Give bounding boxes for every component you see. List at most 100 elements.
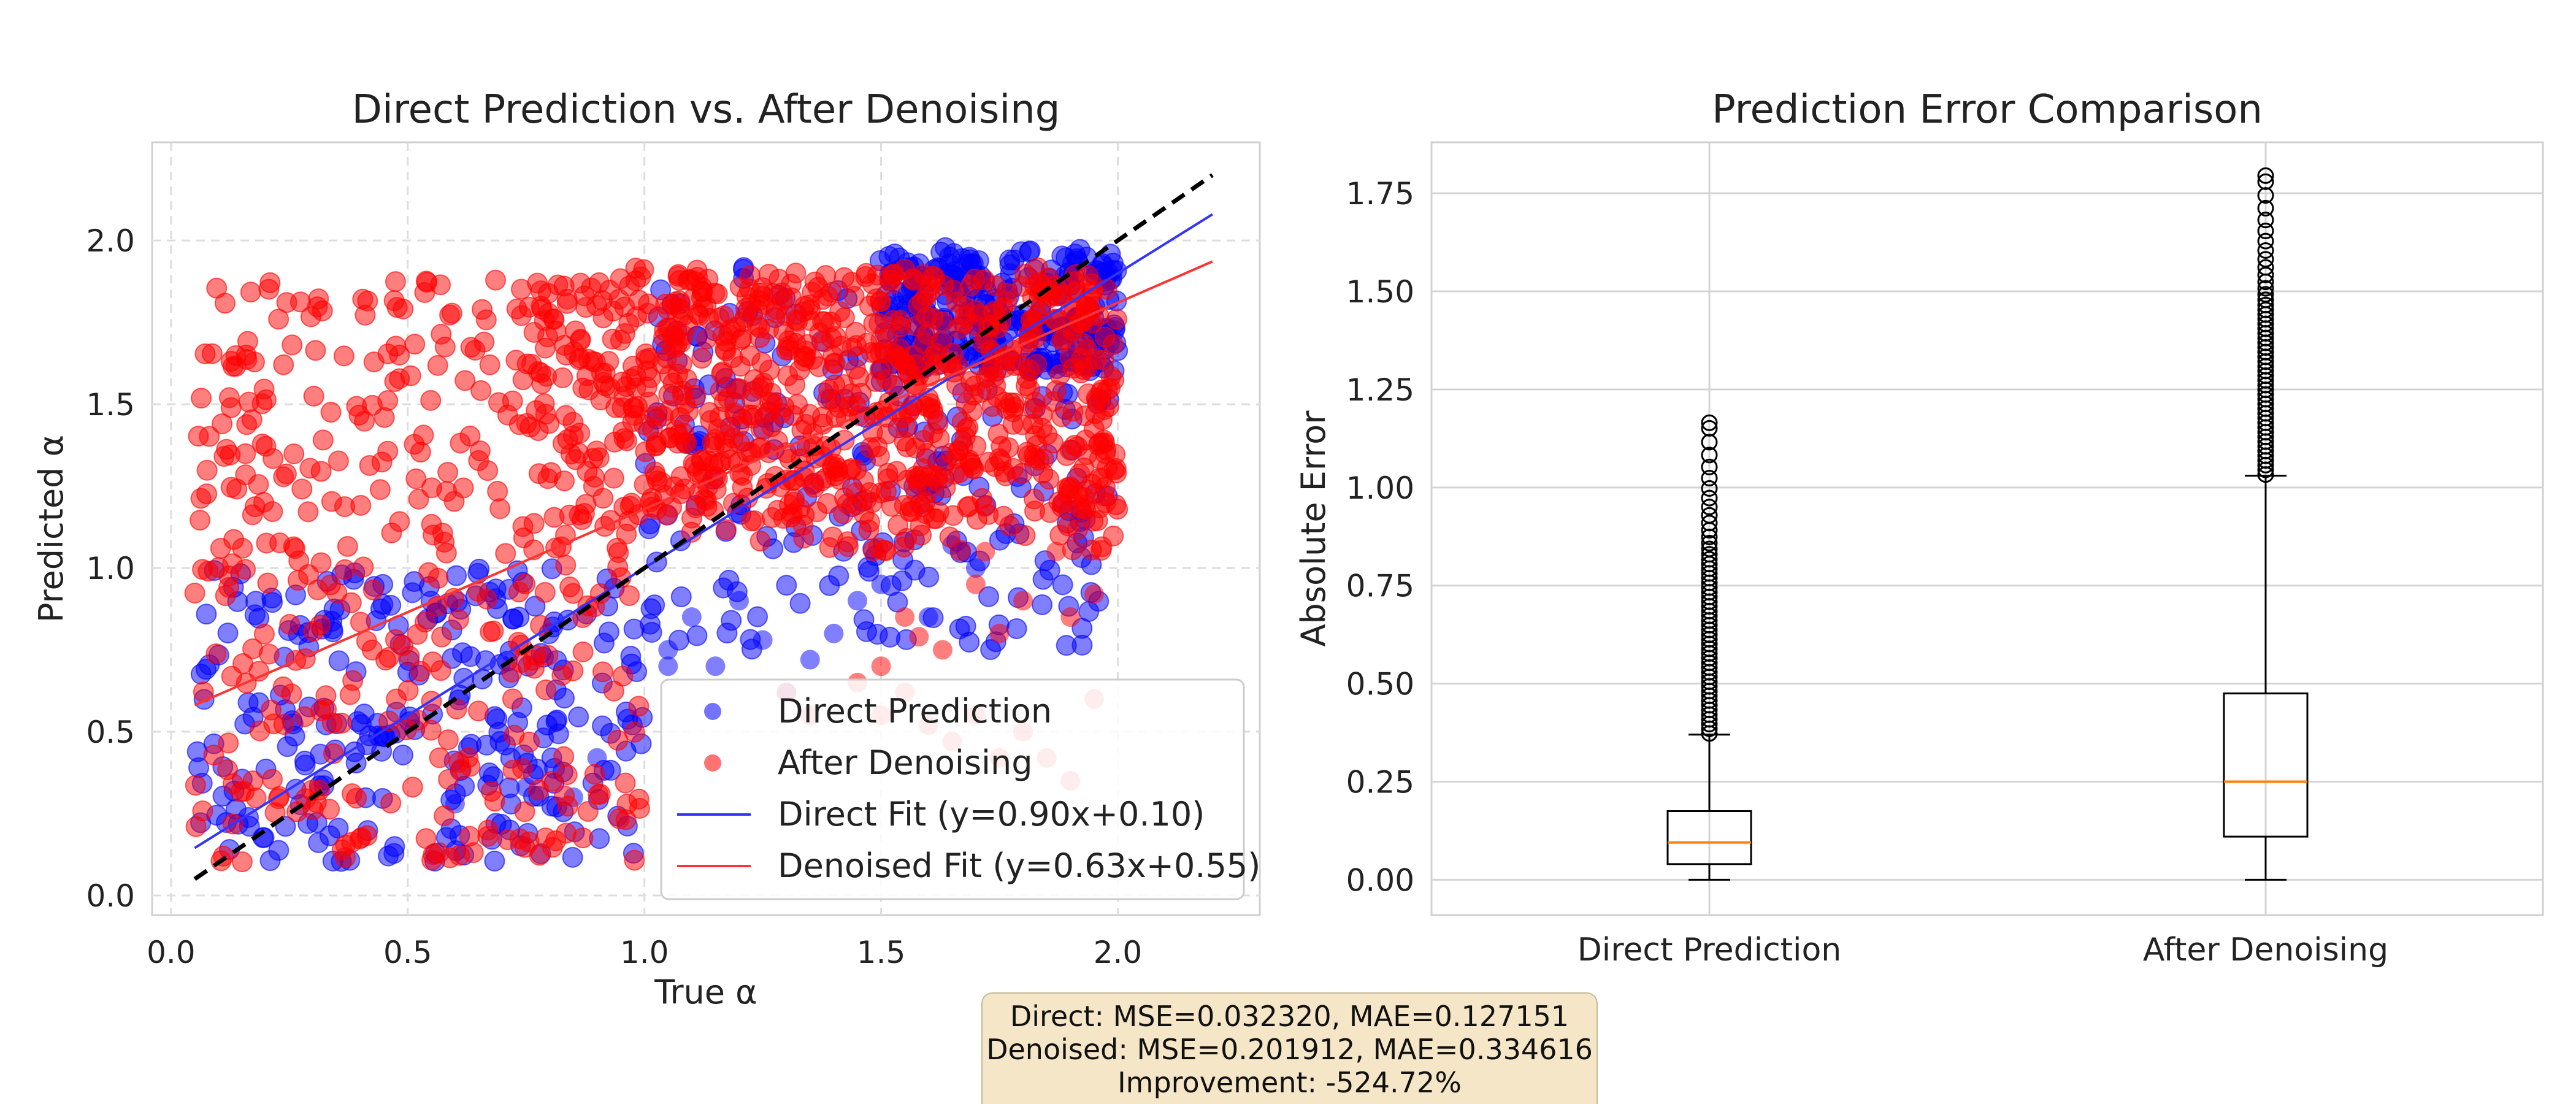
box-outlier <box>1701 551 1718 568</box>
denoised-point <box>393 298 414 320</box>
denoised-point <box>257 572 278 594</box>
direct-prediction-point <box>554 688 575 709</box>
denoised-point <box>339 684 361 705</box>
direct-prediction-point <box>949 618 970 640</box>
denoised-point <box>1014 525 1036 546</box>
direct-prediction-point <box>980 639 1002 661</box>
direct-prediction-point <box>681 607 702 627</box>
scatter-x-tick-label: 1.5 <box>857 935 906 970</box>
denoised-point <box>681 507 702 529</box>
denoised-point <box>588 447 610 469</box>
box-outlier <box>2257 280 2274 297</box>
denoised-point <box>356 825 378 846</box>
direct-prediction-point <box>729 591 749 611</box>
denoised-point <box>450 759 472 780</box>
denoised-point <box>439 847 461 868</box>
direct-prediction-point <box>753 630 773 650</box>
denoised-point <box>369 479 391 500</box>
boxplot-x-tick-label: Direct Prediction <box>1577 932 1842 968</box>
denoised-point <box>749 327 770 348</box>
stats-box: Direct: MSE=0.032320, MAE=0.127151 Denoi… <box>981 992 1598 1104</box>
denoised-point <box>741 388 762 410</box>
denoised-point <box>577 461 598 482</box>
denoised-point <box>303 621 324 642</box>
stats-line-direct: Direct: MSE=0.032320, MAE=0.127151 <box>1010 1000 1570 1033</box>
denoised-point <box>468 450 489 472</box>
direct-prediction-point <box>196 604 217 625</box>
box-outlier <box>1701 414 1718 431</box>
denoised-point <box>281 683 302 705</box>
denoised-point <box>253 623 275 645</box>
denoised-point <box>214 293 236 314</box>
denoised-point <box>380 792 402 814</box>
denoised-point <box>223 529 245 550</box>
denoised-point <box>1015 375 1037 397</box>
denoised-point <box>795 413 817 435</box>
direct-prediction-point <box>658 656 678 677</box>
box-outlier <box>2257 291 2274 309</box>
denoised-point <box>258 278 280 300</box>
boxplot-panel: Prediction Error Comparison Absolute Err… <box>1294 87 2544 968</box>
denoised-point <box>335 834 356 856</box>
denoised-point <box>636 376 657 397</box>
denoised-point <box>487 481 508 502</box>
denoised-point <box>536 366 558 387</box>
direct-prediction-point <box>718 570 740 591</box>
denoised-point <box>568 442 589 464</box>
denoised-point <box>321 491 342 512</box>
direct-prediction-point <box>383 843 405 864</box>
denoised-point <box>208 557 229 578</box>
direct-prediction-point <box>824 623 844 643</box>
direct-prediction-point <box>641 622 662 643</box>
denoised-point <box>477 819 499 841</box>
denoised-point <box>479 354 500 375</box>
denoised-point <box>407 624 428 645</box>
denoised-point <box>1103 459 1125 481</box>
box-iqr <box>2223 692 2309 838</box>
denoised-point <box>702 432 723 453</box>
direct-prediction-point <box>658 640 678 660</box>
denoised-point <box>886 461 907 482</box>
denoised-point <box>1096 278 1117 300</box>
denoised-point <box>357 290 378 312</box>
boxplot-x-tick-label: After Denoising <box>2143 932 2388 968</box>
denoised-point <box>819 537 840 558</box>
denoised-point <box>998 437 1019 459</box>
denoised-point <box>305 340 326 361</box>
denoised-point <box>932 640 953 660</box>
denoised-point <box>291 478 313 500</box>
denoised-point <box>909 470 930 491</box>
denoised-point <box>1043 432 1064 454</box>
denoised-point <box>235 559 256 580</box>
box-outlier <box>1701 507 1718 524</box>
denoised-point <box>578 348 599 370</box>
denoised-point <box>985 275 1006 297</box>
denoised-point <box>610 329 631 351</box>
denoised-point <box>922 403 944 424</box>
denoised-point <box>667 432 689 454</box>
boxplot-y-tick-label: 0.50 <box>1346 667 1414 702</box>
denoised-point <box>960 370 981 392</box>
denoised-point <box>880 269 901 291</box>
denoised-point <box>607 729 629 751</box>
denoised-point <box>221 665 242 687</box>
direct-prediction-point <box>989 529 1010 551</box>
denoised-point <box>968 304 989 326</box>
direct-prediction-point <box>568 706 589 727</box>
denoised-point <box>434 805 455 827</box>
denoised-point <box>397 680 419 701</box>
denoised-point <box>719 450 741 471</box>
direct-prediction-point <box>847 591 867 611</box>
denoised-point <box>862 273 883 294</box>
stats-line-denoised: Denoised: MSE=0.201912, MAE=0.334616 <box>986 1033 1593 1066</box>
denoised-point <box>820 312 841 333</box>
identity-line <box>193 173 1214 881</box>
scatter-y-label: Predicted α <box>32 435 71 623</box>
box-outlier <box>2257 232 2274 250</box>
scatter-x-tick-label: 2.0 <box>1094 935 1143 970</box>
direct-prediction-point <box>308 832 329 853</box>
denoised-point <box>404 334 426 355</box>
denoised-point <box>402 776 423 798</box>
denoised-point <box>868 445 890 467</box>
denoised-point <box>340 592 362 613</box>
